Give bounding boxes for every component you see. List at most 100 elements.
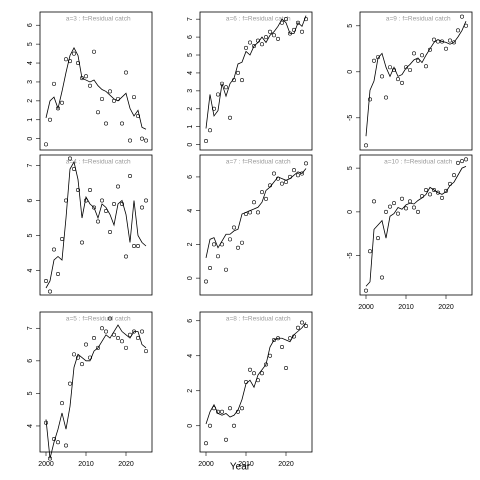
observed-point (104, 121, 109, 126)
observed-point (112, 202, 117, 207)
y-tick-label: 6 (187, 175, 194, 179)
panel-title: a=4 : f=Residual catch (66, 159, 131, 166)
observed-point (291, 27, 296, 32)
observed-point (72, 51, 77, 56)
observed-point (275, 176, 280, 181)
observed-point (204, 279, 209, 284)
observed-point (76, 355, 81, 360)
observed-point (228, 115, 233, 120)
observed-point (59, 237, 64, 242)
x-axis-label: Year (230, 462, 251, 473)
observed-point (84, 74, 89, 79)
observed-point (68, 381, 73, 386)
observed-point (55, 440, 60, 445)
observed-point (279, 344, 284, 349)
panel-frame (39, 154, 153, 296)
observed-point (96, 345, 101, 350)
y-tick-label: 5 (27, 391, 34, 395)
observed-point (363, 143, 368, 148)
observed-point (439, 39, 444, 44)
observed-point (204, 139, 209, 144)
y-tick-label: 4 (187, 71, 194, 75)
observed-point (375, 55, 380, 60)
observed-point (208, 423, 213, 428)
observed-point (415, 209, 420, 214)
panel-frame (39, 11, 153, 151)
observed-point (399, 196, 404, 201)
fitted-line (205, 322, 307, 425)
observed-point (259, 42, 264, 47)
y-tick-label: 6 (27, 359, 34, 363)
observed-point (224, 437, 229, 442)
observed-point (459, 14, 464, 19)
panel-title: a=3 : f=Residual catch (66, 16, 131, 23)
observed-point (108, 316, 113, 321)
observed-point (140, 136, 145, 141)
observed-point (283, 365, 288, 370)
observed-point (128, 332, 133, 337)
y-tick-label: 0 (187, 424, 194, 428)
observed-point (267, 183, 272, 188)
observed-point (387, 65, 392, 70)
observed-point (47, 456, 52, 461)
observed-point (271, 337, 276, 342)
observed-point (287, 31, 292, 36)
observed-point (208, 128, 213, 133)
observed-point (92, 205, 97, 210)
observed-point (236, 245, 241, 250)
observed-point (391, 201, 396, 206)
observed-point (116, 96, 121, 101)
observed-point (255, 210, 260, 215)
observed-point (263, 35, 268, 40)
observed-point (80, 240, 85, 245)
panel-frame (199, 11, 313, 151)
observed-point (391, 67, 396, 72)
observed-point (224, 267, 229, 272)
observed-point (244, 212, 249, 217)
y-tick-label: 2 (27, 99, 34, 103)
observed-point (252, 200, 257, 205)
y-tick-label: 7 (27, 326, 34, 330)
observed-point (299, 320, 304, 325)
y-tick-label: 4 (187, 354, 194, 358)
observed-point (279, 181, 284, 186)
observed-point (59, 100, 64, 105)
panel-title: a=10 : f=Residual catch (384, 159, 453, 166)
observed-point (124, 254, 129, 259)
observed-point (232, 225, 237, 230)
observed-point (303, 161, 308, 166)
observed-point (283, 17, 288, 22)
observed-point (204, 441, 209, 446)
observed-point (80, 362, 85, 367)
observed-point (104, 329, 109, 334)
observed-point (116, 184, 121, 189)
observed-point (144, 138, 149, 143)
y-tick-label: 4 (27, 424, 34, 428)
x-tick-label: 2010 (238, 461, 254, 468)
observed-point (275, 336, 280, 341)
y-tick-label: -5 (347, 252, 354, 258)
observed-point (136, 336, 141, 341)
observed-point (459, 159, 464, 164)
observed-point (379, 74, 384, 79)
observed-point (240, 240, 245, 245)
observed-point (64, 57, 69, 62)
observed-point (447, 181, 452, 186)
observed-point (140, 205, 145, 210)
observed-point (447, 38, 452, 43)
observed-point (236, 70, 241, 75)
y-tick-label: 5 (27, 233, 34, 237)
observed-point (371, 199, 376, 204)
y-tick-label: 0 (187, 143, 194, 147)
observed-point (383, 209, 388, 214)
x-tick-label: 2000 (198, 461, 214, 468)
panel-title: a=5 : f=Residual catch (66, 316, 131, 323)
x-tick-label: 2020 (438, 304, 454, 311)
observed-point (100, 326, 105, 331)
panel-title: a=6 : f=Residual catch (226, 16, 291, 23)
observed-point (88, 355, 93, 360)
y-tick-label: 7 (27, 163, 34, 167)
observed-point (47, 117, 52, 122)
observed-point (100, 198, 105, 203)
observed-point (423, 64, 428, 69)
